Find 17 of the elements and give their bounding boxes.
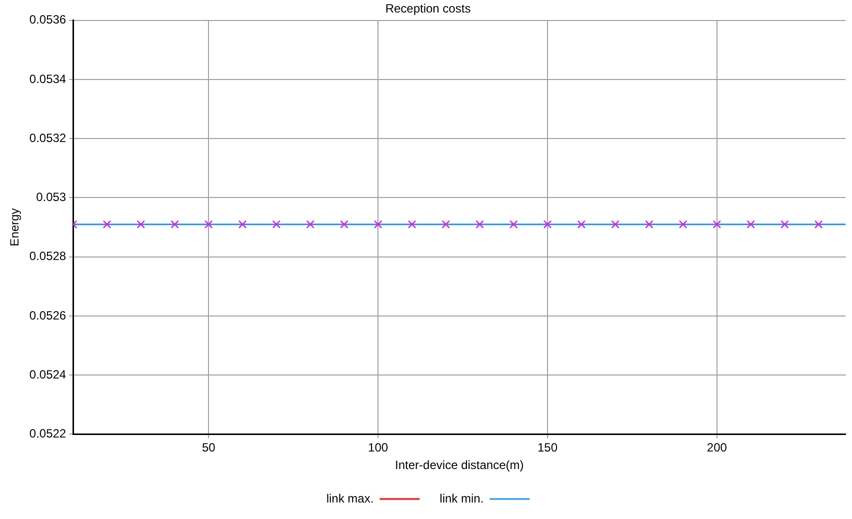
y-tick-label: 0.0526: [29, 308, 66, 322]
y-axis-title: Energy: [8, 208, 22, 246]
y-tick-label: 0.0522: [29, 426, 66, 441]
x-tick-label: 200: [706, 440, 728, 455]
x-tick-label: 100: [368, 440, 388, 455]
y-tick-label: 0.0536: [29, 12, 66, 27]
chart-title: Reception costs: [385, 2, 471, 16]
legend-label: link min.: [440, 491, 484, 506]
y-tick-label: 0.053: [36, 190, 66, 204]
y-tick-label: 0.0532: [29, 130, 66, 145]
x-axis-title: Inter-device distance(m): [395, 458, 524, 472]
x-tick-label: 150: [537, 440, 558, 455]
y-tick-label: 0.0534: [29, 72, 66, 86]
y-tick-label: 0.0524: [29, 367, 66, 382]
x-tick-label: 50: [202, 440, 216, 455]
y-tick-label: 0.0528: [29, 249, 66, 264]
legend-label: link max.: [326, 491, 374, 506]
